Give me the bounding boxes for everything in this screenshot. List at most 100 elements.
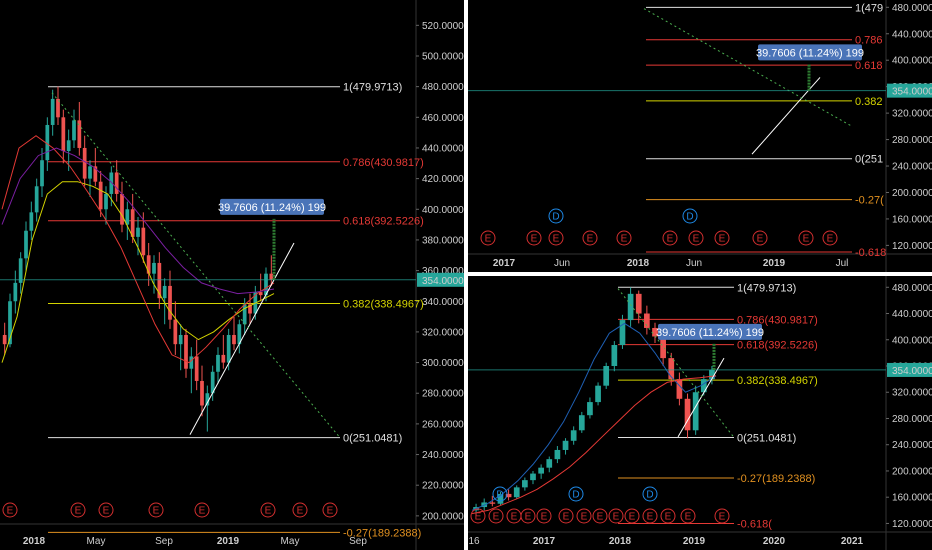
candle-body	[205, 393, 210, 406]
last-price-label-bg	[887, 83, 932, 98]
candle-body	[522, 480, 528, 488]
earnings-marker-label: E	[667, 234, 674, 245]
candle-body	[157, 262, 162, 299]
candle-body	[136, 227, 140, 237]
dividend-marker	[548, 208, 564, 224]
candle-body	[50, 98, 55, 125]
earnings-marker-label: E	[199, 506, 206, 517]
y-tick-label: 420.0000	[422, 174, 464, 185]
candle-body	[114, 172, 119, 194]
candle-body	[24, 230, 28, 259]
earnings-marker-label: E	[629, 512, 636, 523]
last-price-label: 354.0000	[892, 87, 932, 98]
moving-average-line	[471, 375, 717, 515]
y-tick-label: 280.0000	[892, 135, 932, 146]
candle-body	[194, 356, 199, 381]
candle-body	[619, 320, 626, 346]
candle-body	[237, 324, 242, 345]
candle-body	[603, 366, 610, 386]
candle-body	[120, 193, 124, 225]
candle-body	[82, 147, 87, 179]
candle-body	[210, 371, 215, 394]
y-tick-label: 400.0000	[422, 205, 464, 216]
fib-level-label: -0.618(	[737, 518, 772, 530]
chart-top-right[interactable]: 480.0000440.0000400.0000360.0000320.0000…	[468, 0, 932, 272]
chart-panel-top-right[interactable]: 480.0000440.0000400.0000360.0000320.0000…	[468, 0, 932, 272]
candle-body	[56, 98, 60, 118]
earnings-marker-label: E	[475, 512, 482, 523]
candle-body	[93, 166, 98, 182]
earnings-marker	[488, 508, 504, 524]
candle-body	[178, 334, 183, 345]
chart-panel-bottom-right[interactable]: 480.0000440.0000400.0000360.0000320.0000…	[468, 276, 932, 550]
earnings-marker	[2, 502, 18, 518]
x-tick-label: 2019	[683, 536, 706, 547]
moving-average-line	[1, 181, 275, 363]
candle-body	[652, 327, 658, 337]
earnings-marker	[582, 230, 598, 246]
x-tick-label: 2019	[763, 258, 786, 269]
dividend-marker	[492, 486, 508, 502]
measure-label: 39.7606 (11.24%) 199	[756, 47, 864, 59]
fib-level-label: 0.382	[855, 96, 883, 108]
y-tick-label: 160.0000	[892, 214, 932, 225]
y-tick-label: 280.0000	[892, 414, 932, 425]
fib-level-label: 1(479.9713)	[343, 82, 402, 94]
candle-body	[152, 262, 156, 274]
y-tick-label: 520.0000	[422, 21, 464, 32]
candle-body	[513, 487, 520, 498]
y-tick-label: 200.0000	[422, 511, 464, 522]
candle-body	[578, 415, 585, 431]
dividend-marker-label: D	[646, 490, 653, 501]
chart-panel-left[interactable]: 520.0000 500.0000 480.0000 460.0000 440.0000…	[0, 0, 464, 550]
trendline	[677, 357, 725, 438]
x-tick-label: Sep	[349, 536, 367, 547]
chart-bottom-right[interactable]: 480.0000440.0000400.0000360.0000320.0000…	[468, 276, 932, 550]
chart-left[interactable]: 520.0000 500.0000 480.0000 460.0000 440.0000…	[0, 0, 464, 550]
fib-level-label: -0.27(189.2388)	[343, 527, 421, 539]
candle-body	[676, 379, 683, 399]
earnings-marker	[548, 230, 564, 246]
x-tick-label: Jun	[554, 258, 570, 269]
candle-body	[77, 120, 82, 148]
fib-level-label: 0(251.0481)	[737, 432, 796, 444]
earnings-marker	[642, 508, 658, 524]
candle-body	[546, 459, 553, 468]
candle-body	[242, 304, 247, 325]
fib-diagonal-line	[51, 92, 341, 439]
earnings-marker-label: E	[563, 512, 570, 523]
y-tick-label: 280.0000	[422, 389, 464, 400]
last-price-label: 354.0000	[892, 366, 932, 377]
earnings-marker	[592, 508, 608, 524]
earnings-marker	[822, 230, 838, 246]
dividend-marker	[568, 486, 584, 502]
earnings-marker	[148, 502, 164, 518]
earnings-marker-label: E	[597, 512, 604, 523]
candle-body	[141, 227, 146, 256]
earnings-marker-label: E	[541, 512, 548, 523]
y-tick-label: 160.0000	[892, 493, 932, 504]
y-tick-label: 340.0000	[422, 297, 464, 308]
earnings-marker-label: E	[719, 234, 726, 245]
x-tick-label: May	[87, 536, 106, 547]
x-tick-label: 2021	[841, 536, 864, 547]
moving-average-line	[471, 322, 717, 511]
fib-level-label: -0.27(	[855, 195, 884, 207]
measure-box	[758, 44, 862, 61]
fib-level-label: 0.382(338.4967)	[343, 299, 424, 311]
earnings-marker-label: E	[613, 512, 620, 523]
candle-body	[700, 379, 707, 393]
earnings-marker	[680, 508, 696, 524]
candle-body	[538, 467, 544, 474]
candle-body	[644, 313, 650, 328]
y-tick-label: 240.0000	[892, 440, 932, 451]
candle-body	[2, 334, 7, 345]
earnings-marker-label: E	[153, 506, 160, 517]
candle-body	[130, 209, 135, 237]
fib-level-label: 0.618	[855, 60, 883, 72]
candle-body	[635, 293, 642, 314]
y-tick-label: 120.0000	[892, 519, 932, 530]
y-tick-label: 440.0000	[892, 29, 932, 40]
earnings-marker-label: E	[511, 512, 518, 523]
earnings-marker-label: E	[827, 234, 834, 245]
